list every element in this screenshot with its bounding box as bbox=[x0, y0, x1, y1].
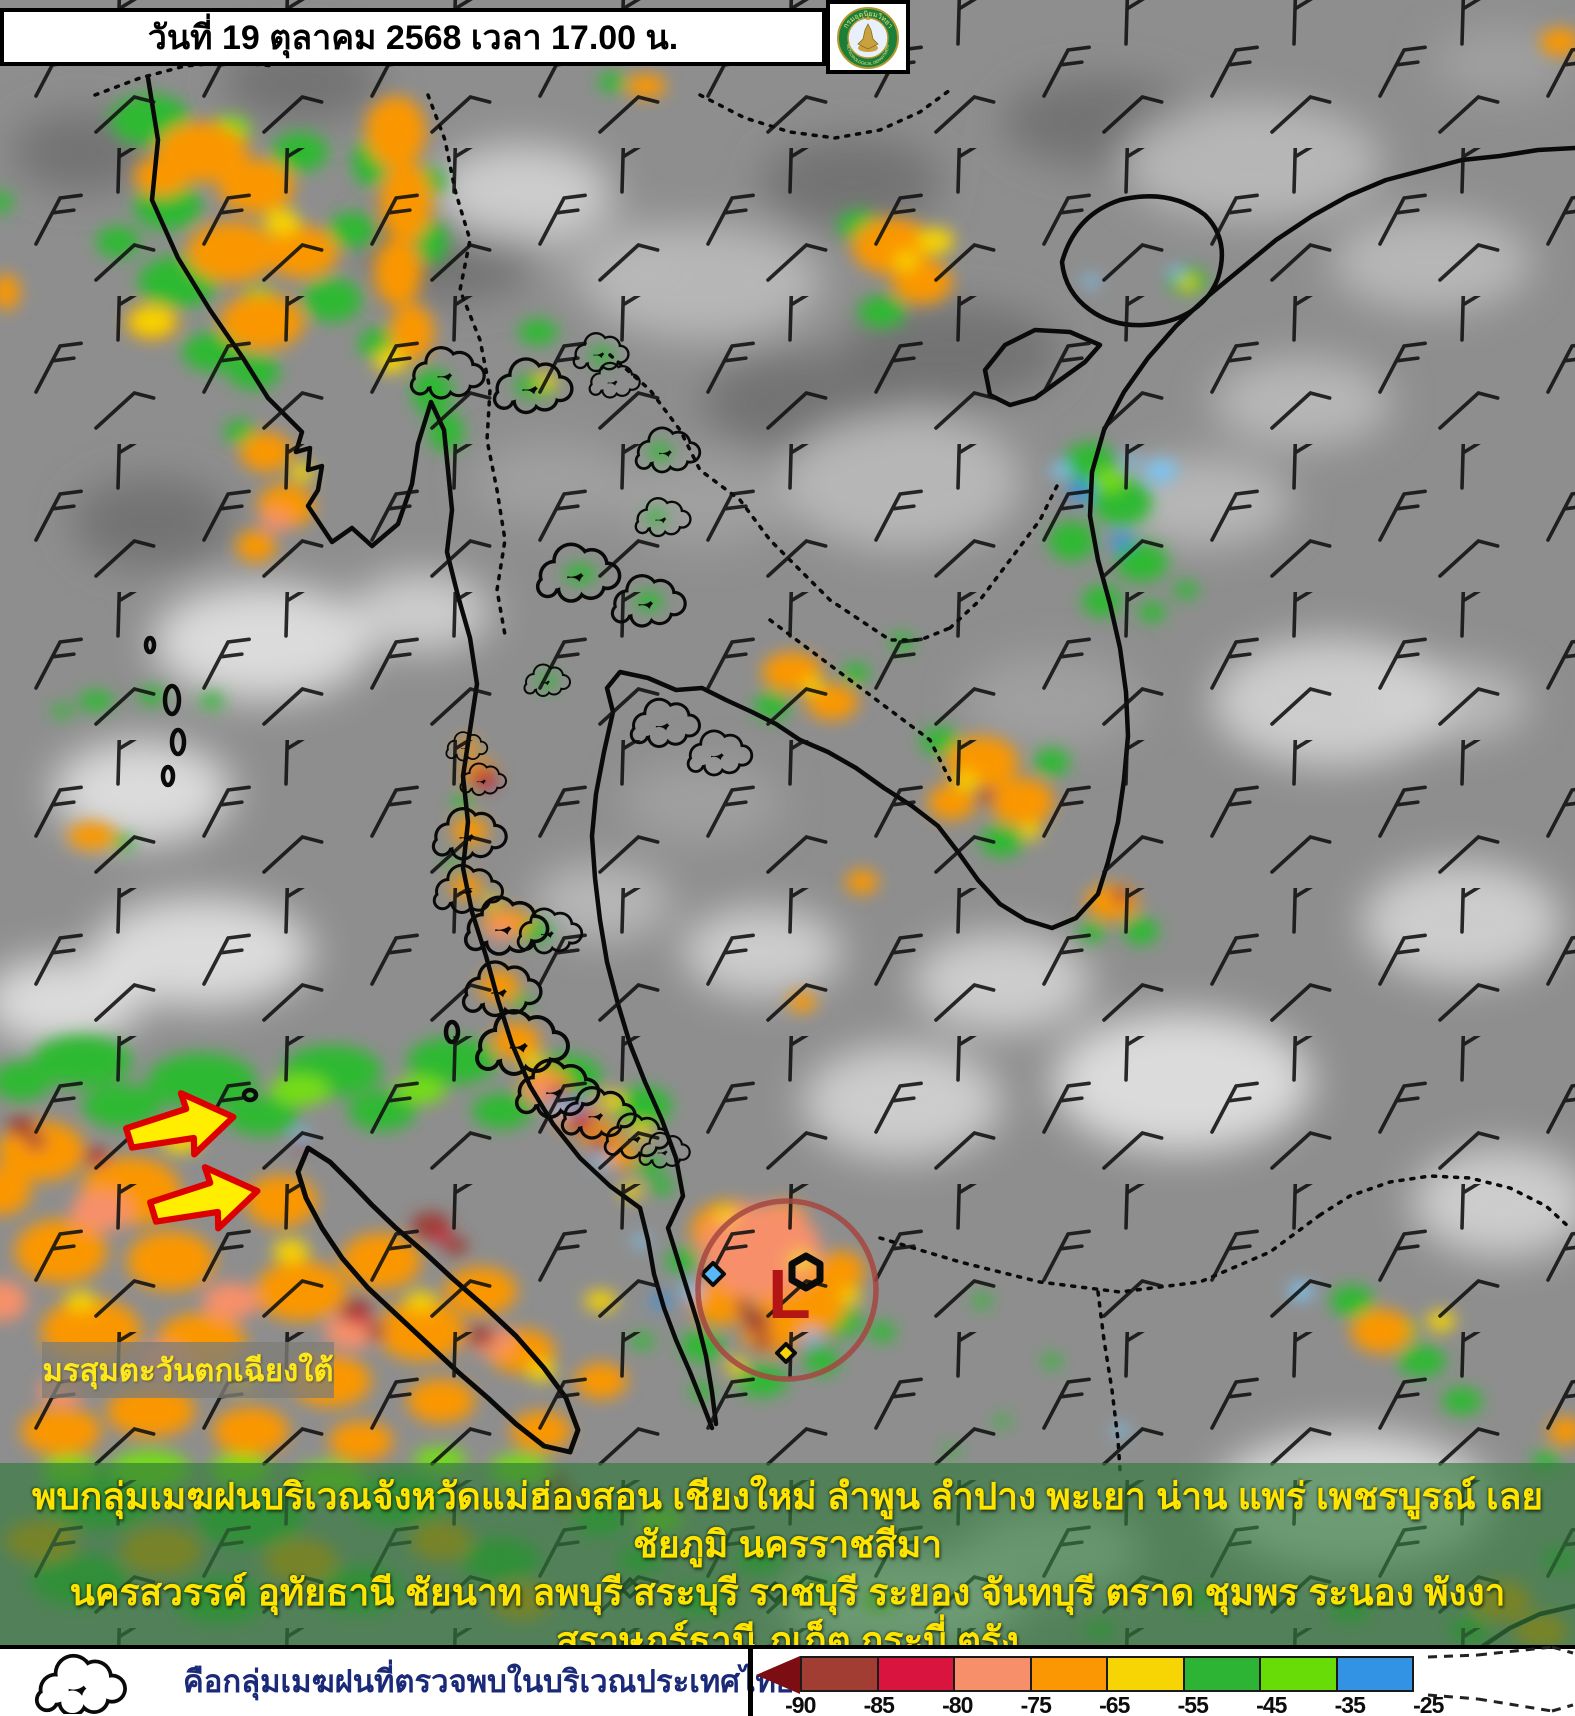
scale-tick-labels: -90 -85 -80 -75 -65 -55 -45 -35 -25 bbox=[785, 1692, 1444, 1716]
monsoon-arrows bbox=[123, 1090, 261, 1232]
scale-dashed-extension bbox=[1427, 1645, 1574, 1713]
temperature-scale bbox=[800, 1656, 1414, 1692]
scale-segment bbox=[1182, 1656, 1261, 1692]
low-pressure-marker: L bbox=[768, 1255, 811, 1333]
satellite-map: L bbox=[0, 0, 1575, 1648]
summary-band: พบกลุ่มเมฆฝนบริเวณจังหวัดแม่ฮ่องสอน เชีย… bbox=[0, 1463, 1575, 1709]
cloud-legend-icon bbox=[34, 1653, 127, 1714]
met-dept-logo: กรมอุตุนิยมวิทยา METEOROLOGICAL DEPARTME… bbox=[837, 7, 899, 69]
monsoon-arrow-2 bbox=[147, 1164, 261, 1232]
scale-segment bbox=[953, 1656, 1032, 1692]
low-pressure-circle: L bbox=[695, 1198, 879, 1382]
legend-divider bbox=[748, 1645, 753, 1716]
logo-deity-figure bbox=[857, 15, 879, 52]
summary-line-1: พบกลุ่มเมฆฝนบริเวณจังหวัดแม่ฮ่องสอน เชีย… bbox=[31, 1476, 1544, 1565]
monsoon-arrow-1 bbox=[123, 1090, 237, 1158]
cloud-legend-note: คือกลุ่มเมฆฝนที่ตรวจพบในบริเวณประเทศไทย bbox=[183, 1664, 795, 1699]
date-box: วันที่ 19 ตุลาคม 2568 เวลา 17.00 น. bbox=[0, 8, 826, 66]
scale-segment bbox=[1106, 1656, 1185, 1692]
date-label: วันที่ 19 ตุลาคม 2568 เวลา 17.00 น. bbox=[147, 19, 679, 57]
scale-arrow-icon bbox=[756, 1656, 800, 1694]
scale-segment bbox=[800, 1656, 879, 1692]
scale-segment bbox=[876, 1656, 955, 1692]
met-dept-logo-box: กรมอุตุนิยมวิทยา METEOROLOGICAL DEPARTME… bbox=[826, 0, 910, 74]
scale-segment bbox=[1335, 1656, 1414, 1692]
legend-bar: คือกลุ่มเมฆฝนที่ตรวจพบในบริเวณประเทศไทย … bbox=[0, 1645, 1575, 1716]
scale-segment bbox=[1259, 1656, 1338, 1692]
wind-barbs bbox=[0, 0, 1575, 1648]
monsoon-label: มรสุมตะวันตกเฉียงใต้ bbox=[42, 1342, 334, 1398]
scale-segment bbox=[1029, 1656, 1108, 1692]
